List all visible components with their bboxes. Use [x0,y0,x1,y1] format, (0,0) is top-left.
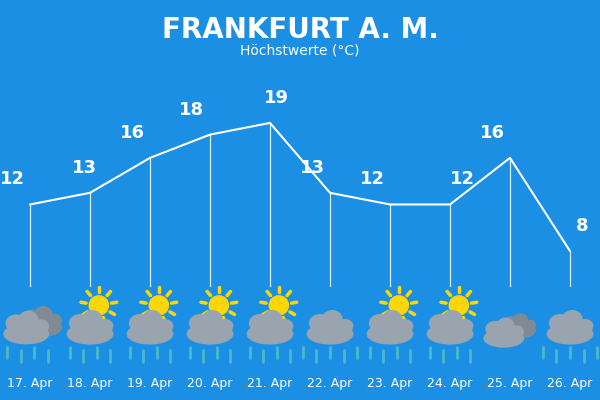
Ellipse shape [430,315,450,332]
Ellipse shape [269,296,289,315]
Ellipse shape [187,324,233,344]
Ellipse shape [4,324,49,344]
Ellipse shape [23,310,41,325]
Ellipse shape [6,315,26,332]
Text: 21. Apr: 21. Apr [247,378,293,390]
Text: 8: 8 [575,217,589,235]
Ellipse shape [514,314,527,326]
Ellipse shape [97,320,113,332]
Text: 18. Apr: 18. Apr [67,378,113,390]
Ellipse shape [389,296,409,315]
Text: 18: 18 [179,100,205,118]
Ellipse shape [21,318,62,336]
Text: 16: 16 [479,124,505,142]
Ellipse shape [310,315,330,332]
Ellipse shape [209,296,229,315]
Ellipse shape [563,311,582,328]
Ellipse shape [157,320,173,332]
Ellipse shape [504,317,519,329]
Text: 22. Apr: 22. Apr [307,378,353,390]
Ellipse shape [524,320,535,330]
Text: 16: 16 [119,124,145,142]
Ellipse shape [547,324,593,344]
Text: 24. Apr: 24. Apr [427,378,473,390]
Ellipse shape [33,320,49,332]
Ellipse shape [250,315,270,332]
Text: 13: 13 [71,159,97,177]
Ellipse shape [486,322,504,336]
Ellipse shape [203,311,222,328]
Text: 12: 12 [0,170,25,188]
Ellipse shape [443,311,462,328]
Text: 26. Apr: 26. Apr [547,378,593,390]
Text: 17. Apr: 17. Apr [7,378,53,390]
Ellipse shape [247,324,293,344]
Ellipse shape [367,324,413,344]
Ellipse shape [149,296,169,315]
Ellipse shape [70,315,90,332]
Ellipse shape [19,311,38,328]
Ellipse shape [550,315,570,332]
Ellipse shape [190,315,210,332]
Ellipse shape [383,311,402,328]
Ellipse shape [83,311,102,328]
Ellipse shape [497,318,514,333]
Ellipse shape [397,320,413,332]
Text: 23. Apr: 23. Apr [367,378,413,390]
Ellipse shape [449,296,469,315]
Text: 19. Apr: 19. Apr [127,378,173,390]
Ellipse shape [89,296,109,315]
Text: 12: 12 [359,170,385,188]
Ellipse shape [143,311,162,328]
Text: 13: 13 [299,159,325,177]
Ellipse shape [323,311,342,328]
Text: Höchstwerte (°C): Höchstwerte (°C) [240,43,360,57]
Ellipse shape [217,320,233,332]
Ellipse shape [277,320,293,332]
Ellipse shape [484,330,523,347]
Ellipse shape [509,326,523,337]
Ellipse shape [337,320,353,332]
Ellipse shape [47,315,62,326]
Ellipse shape [457,320,473,332]
Ellipse shape [127,324,173,344]
Ellipse shape [35,307,52,322]
Ellipse shape [370,315,390,332]
Ellipse shape [307,324,353,344]
Text: FRANKFURT A. M.: FRANKFURT A. M. [161,16,439,44]
Text: 12: 12 [449,170,475,188]
Ellipse shape [263,311,282,328]
Text: 19: 19 [263,89,289,107]
Text: 20. Apr: 20. Apr [187,378,233,390]
Ellipse shape [577,320,593,332]
Ellipse shape [130,315,150,332]
Ellipse shape [502,324,535,338]
Ellipse shape [67,324,113,344]
Text: 25. Apr: 25. Apr [487,378,533,390]
Ellipse shape [427,324,473,344]
